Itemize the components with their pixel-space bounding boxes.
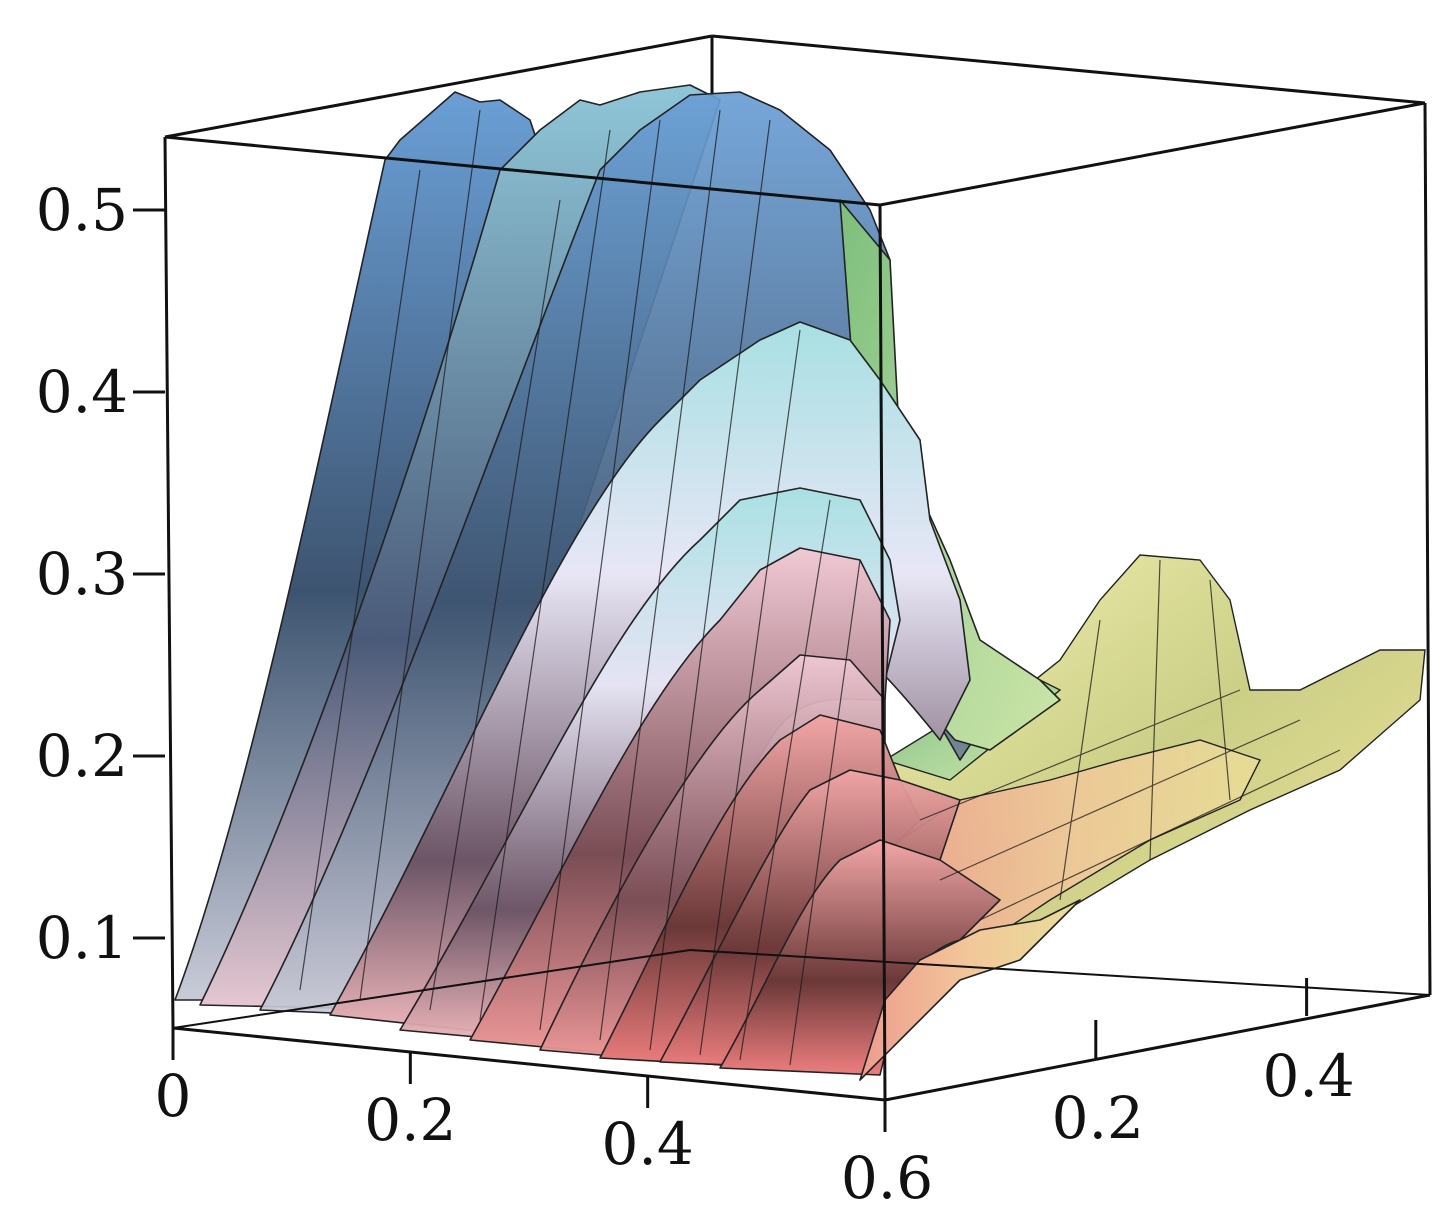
box-back bbox=[164, 34, 1432, 996]
y-tick-label: 0.2 bbox=[1052, 1084, 1144, 1152]
surface-mesh bbox=[299, 109, 1341, 1066]
z-tick-label: 0.2 bbox=[36, 722, 128, 790]
z-tick-label: 0.5 bbox=[36, 176, 128, 244]
x-tick-label: 0.6 bbox=[841, 1144, 933, 1212]
y-axis: 0.2 0.4 bbox=[1052, 978, 1355, 1152]
ridge-12 bbox=[859, 899, 1081, 1081]
z-tick-label: 0.3 bbox=[36, 540, 128, 608]
surface-ridges bbox=[174, 84, 1081, 1081]
z-tick-label: 0.1 bbox=[36, 904, 128, 972]
x-tick-label: 0 bbox=[155, 1062, 192, 1130]
z-axis: 0.1 0.2 0.3 0.4 0.5 bbox=[36, 176, 165, 972]
x-axis: 0 0.2 0.4 0.6 bbox=[155, 1028, 933, 1212]
x-tick-label: 0.4 bbox=[602, 1110, 694, 1178]
y-tick-label: 0.4 bbox=[1262, 1042, 1354, 1110]
x-tick-label: 0.2 bbox=[364, 1086, 456, 1154]
z-tick-label: 0.4 bbox=[36, 358, 128, 426]
